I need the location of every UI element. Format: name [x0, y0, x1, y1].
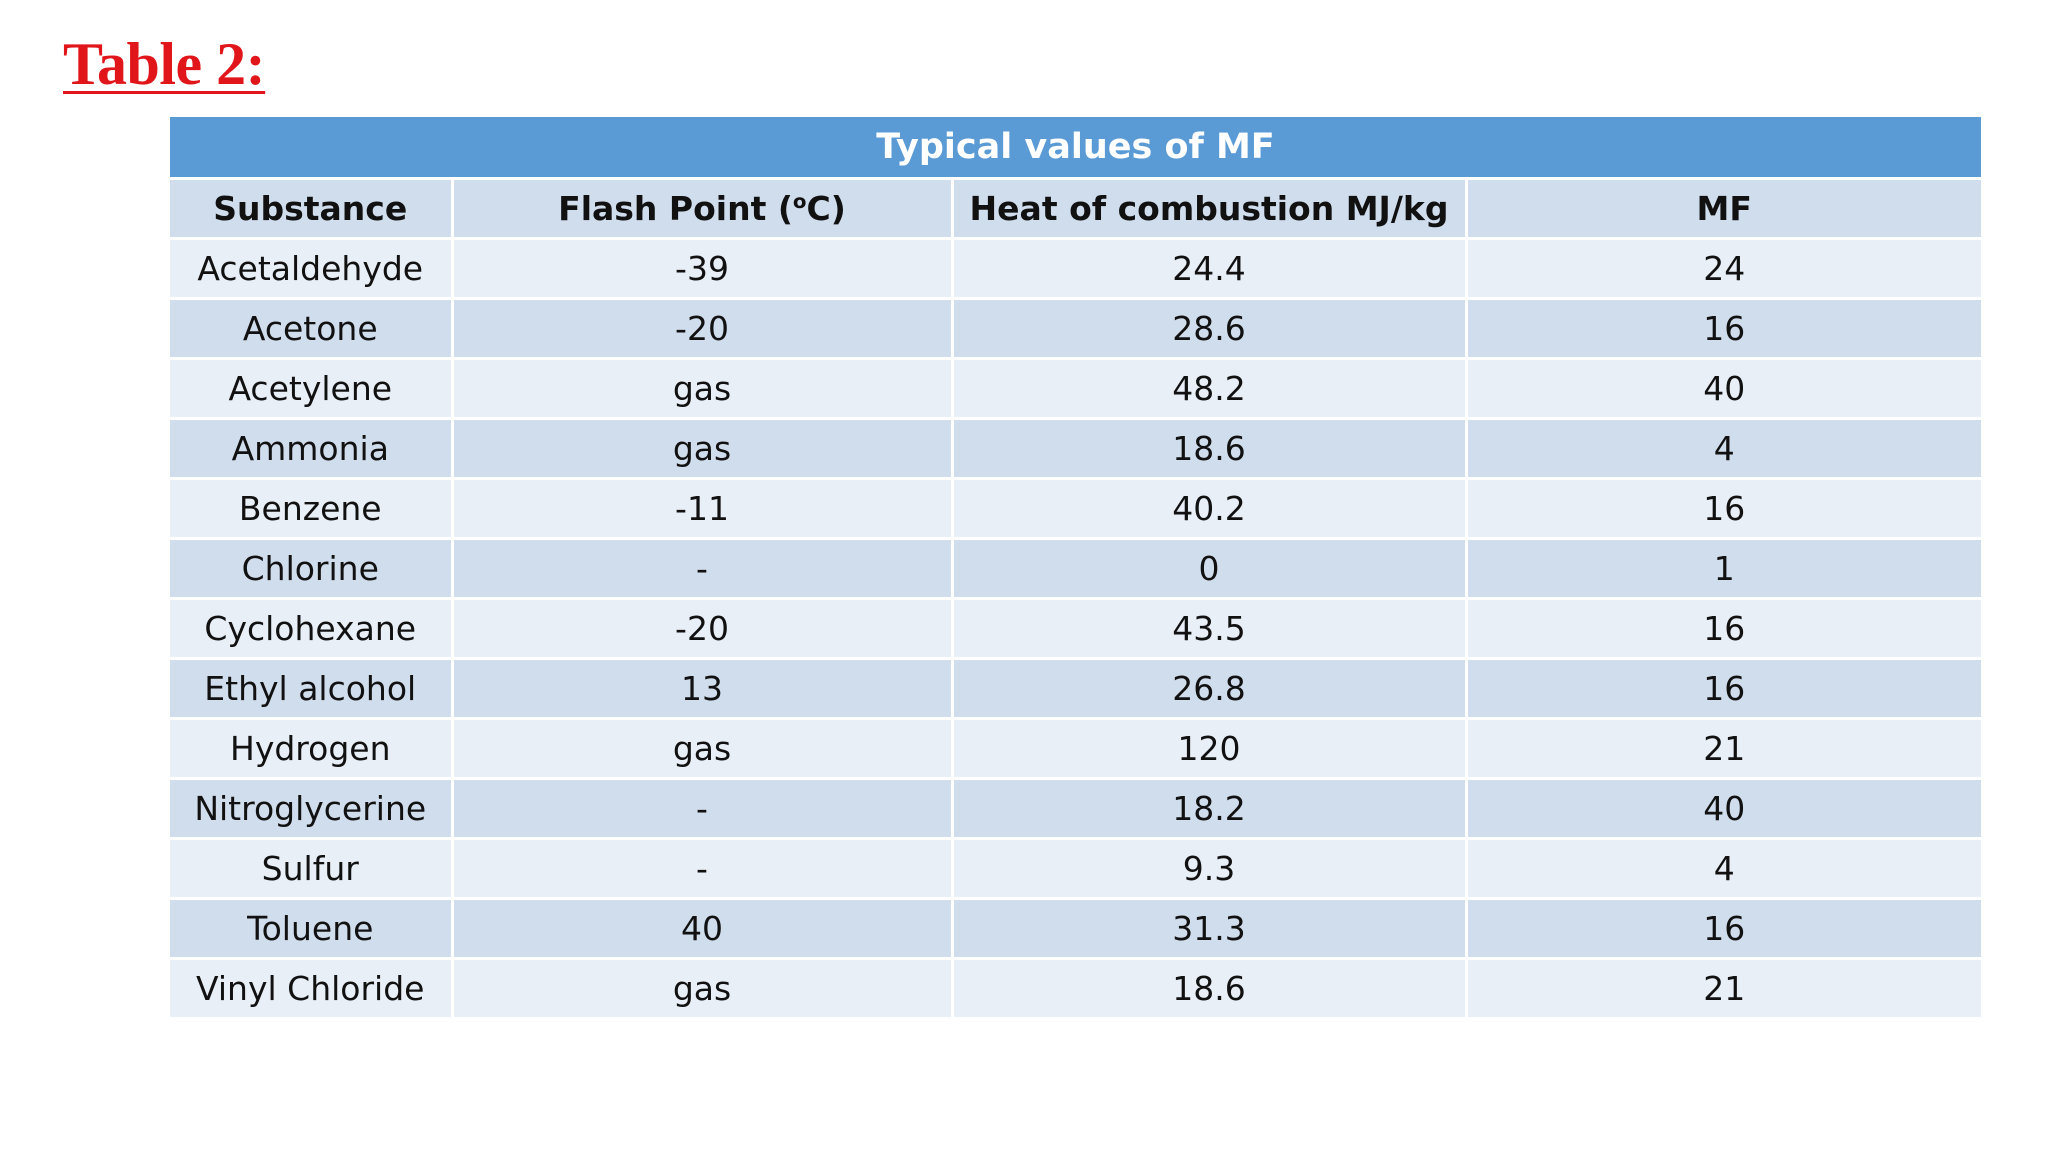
table-row: Acetylene gas 48.2 40 — [170, 357, 1981, 420]
cell-substance: Sulfur — [170, 837, 452, 900]
cell-mf: 21 — [1464, 957, 1981, 1020]
cell-substance: Ammonia — [170, 417, 452, 480]
cell-mf: 16 — [1464, 897, 1981, 960]
cell-substance: Hydrogen — [170, 717, 452, 780]
table-row: Sulfur - 9.3 4 — [170, 837, 1981, 900]
header-substance: Substance — [170, 177, 452, 240]
cell-flash-point: -20 — [450, 597, 952, 660]
cell-heat: 26.8 — [950, 657, 1466, 720]
table-caption: Typical values of MF — [170, 117, 1981, 180]
header-flash-degree: o — [792, 190, 807, 213]
cell-mf: 4 — [1464, 417, 1981, 480]
cell-substance: Vinyl Chloride — [170, 957, 452, 1020]
cell-heat: 18.6 — [950, 417, 1466, 480]
cell-flash-point: 40 — [450, 897, 952, 960]
cell-substance: Acetone — [170, 297, 452, 360]
mf-values-table: Typical values of MF Substance Flash Poi… — [170, 117, 1981, 1020]
table-row: Toluene 40 31.3 16 — [170, 897, 1981, 960]
cell-substance: Ethyl alcohol — [170, 657, 452, 720]
cell-flash-point: 13 — [450, 657, 952, 720]
cell-heat: 28.6 — [950, 297, 1466, 360]
cell-heat: 48.2 — [950, 357, 1466, 420]
cell-substance: Nitroglycerine — [170, 777, 452, 840]
cell-flash-point: gas — [450, 717, 952, 780]
header-heat-of-combustion: Heat of combustion MJ/kg — [950, 177, 1466, 240]
cell-heat: 120 — [950, 717, 1466, 780]
caption-row: Typical values of MF — [170, 117, 1981, 180]
cell-flash-point: gas — [450, 417, 952, 480]
table-row: Nitroglycerine - 18.2 40 — [170, 777, 1981, 840]
table-row: Cyclohexane -20 43.5 16 — [170, 597, 1981, 660]
cell-flash-point: -11 — [450, 477, 952, 540]
table-row: Hydrogen gas 120 21 — [170, 717, 1981, 780]
cell-flash-point: -39 — [450, 237, 952, 300]
cell-heat: 18.6 — [950, 957, 1466, 1020]
cell-heat: 0 — [950, 537, 1466, 600]
cell-flash-point: -20 — [450, 297, 952, 360]
cell-mf: 24 — [1464, 237, 1981, 300]
cell-heat: 43.5 — [950, 597, 1466, 660]
table-row: Vinyl Chloride gas 18.6 21 — [170, 957, 1981, 1020]
cell-flash-point: - — [450, 777, 952, 840]
cell-substance: Benzene — [170, 477, 452, 540]
table-row: Ethyl alcohol 13 26.8 16 — [170, 657, 1981, 720]
cell-heat: 9.3 — [950, 837, 1466, 900]
cell-mf: 16 — [1464, 657, 1981, 720]
header-row: Substance Flash Point (oC) Heat of combu… — [170, 177, 1981, 240]
cell-mf: 40 — [1464, 777, 1981, 840]
table-row: Ammonia gas 18.6 4 — [170, 417, 1981, 480]
table-row: Acetone -20 28.6 16 — [170, 297, 1981, 360]
cell-substance: Chlorine — [170, 537, 452, 600]
cell-flash-point: - — [450, 537, 952, 600]
header-flash-point: Flash Point (oC) — [450, 177, 952, 240]
table-row: Chlorine - 0 1 — [170, 537, 1981, 600]
table-row: Benzene -11 40.2 16 — [170, 477, 1981, 540]
cell-substance: Acetaldehyde — [170, 237, 452, 300]
cell-substance: Acetylene — [170, 357, 452, 420]
cell-heat: 24.4 — [950, 237, 1466, 300]
cell-mf: 16 — [1464, 297, 1981, 360]
slide-title: Table 2: — [63, 31, 266, 97]
cell-heat: 18.2 — [950, 777, 1466, 840]
cell-flash-point: gas — [450, 957, 952, 1020]
cell-mf: 4 — [1464, 837, 1981, 900]
cell-flash-point: gas — [450, 357, 952, 420]
cell-mf: 21 — [1464, 717, 1981, 780]
cell-flash-point: - — [450, 837, 952, 900]
header-flash-suffix: C) — [806, 189, 846, 228]
cell-mf: 16 — [1464, 597, 1981, 660]
cell-mf: 16 — [1464, 477, 1981, 540]
header-flash-prefix: Flash Point ( — [558, 189, 793, 228]
header-mf: MF — [1464, 177, 1981, 240]
cell-heat: 31.3 — [950, 897, 1466, 960]
cell-substance: Toluene — [170, 897, 452, 960]
table-row: Acetaldehyde -39 24.4 24 — [170, 237, 1981, 300]
cell-mf: 40 — [1464, 357, 1981, 420]
cell-heat: 40.2 — [950, 477, 1466, 540]
cell-substance: Cyclohexane — [170, 597, 452, 660]
cell-mf: 1 — [1464, 537, 1981, 600]
